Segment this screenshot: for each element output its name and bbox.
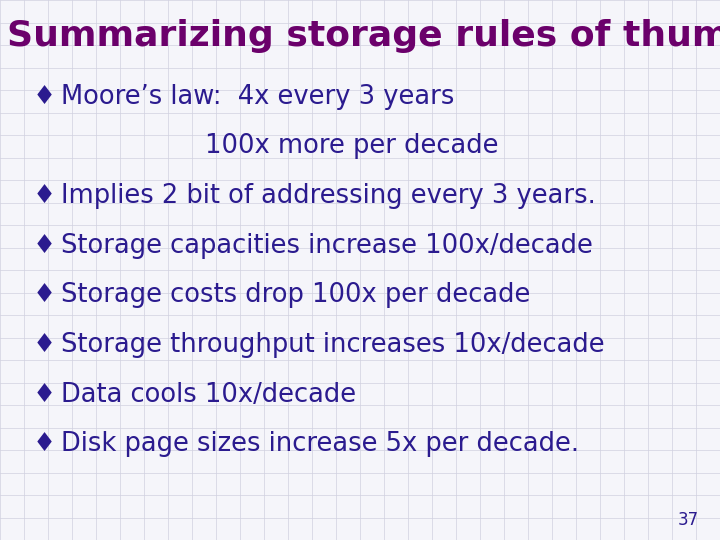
Text: ♦: ♦: [32, 84, 55, 110]
Text: ♦: ♦: [32, 382, 55, 408]
Text: Moore’s law:  4x every 3 years: Moore’s law: 4x every 3 years: [61, 84, 454, 110]
Text: ♦: ♦: [32, 431, 55, 457]
Text: Implies 2 bit of addressing every 3 years.: Implies 2 bit of addressing every 3 year…: [61, 183, 596, 209]
Text: 100x more per decade: 100x more per decade: [205, 133, 499, 159]
Text: ♦: ♦: [32, 282, 55, 308]
Text: Storage costs drop 100x per decade: Storage costs drop 100x per decade: [61, 282, 531, 308]
Text: Storage throughput increases 10x/decade: Storage throughput increases 10x/decade: [61, 332, 605, 358]
Text: 37: 37: [678, 511, 698, 529]
Text: ♦: ♦: [32, 183, 55, 209]
Text: Disk page sizes increase 5x per decade.: Disk page sizes increase 5x per decade.: [61, 431, 579, 457]
Text: ♦: ♦: [32, 332, 55, 358]
Text: Data cools 10x/decade: Data cools 10x/decade: [61, 382, 356, 408]
Text: Storage capacities increase 100x/decade: Storage capacities increase 100x/decade: [61, 233, 593, 259]
Text: ♦: ♦: [32, 233, 55, 259]
Text: Summarizing storage rules of thumb (1): Summarizing storage rules of thumb (1): [7, 19, 720, 53]
